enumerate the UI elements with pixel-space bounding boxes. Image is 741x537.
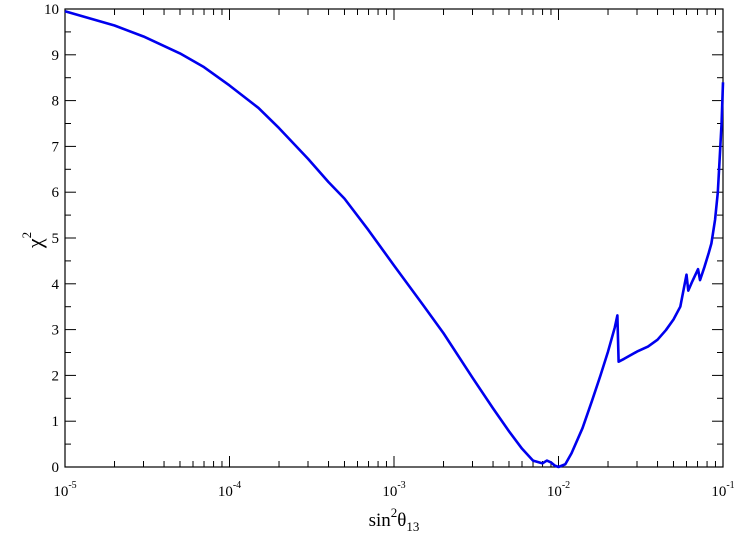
y-axis-title-sup: 2 [19,232,34,239]
y-tick-label: 0 [52,460,60,476]
plot-frame [64,8,724,468]
y-tick-label: 3 [52,323,60,339]
x-tick-label: 10-2 [547,480,570,500]
y-tick-label: 6 [52,185,60,201]
x-axis-title-sup: 2 [391,505,398,520]
series-layer [64,10,725,469]
y-tick-labels: 0 1 2 3 4 5 6 7 8 9 10 [44,2,60,476]
x-tick-label-base: 10 [53,484,68,500]
x-axis-title-main: sin [369,510,392,531]
x-tick-label-exponent: -3 [397,480,405,491]
x-axis-title-greek: θ [397,510,406,531]
x-tick-label: 10-1 [711,480,734,500]
x-axis-title: sin2θ13 [369,505,420,534]
x-tick-label: 10-3 [382,480,405,500]
x-tick-label: 10-4 [218,480,241,500]
chi-squared-series-line [64,10,725,469]
y-axis-title: χ2 [19,232,47,249]
y-tick-label: 7 [52,139,60,155]
x-tick-label: 10-5 [53,480,76,500]
y-tick-label: 9 [52,48,60,64]
x-tick-labels: 10-5 10-4 10-3 10-2 10-1 [53,480,734,500]
y-tick-label: 2 [52,368,60,384]
y-tick-label: 5 [52,231,60,247]
x-tick-label-base: 10 [218,484,233,500]
x-tick-label-exponent: -1 [726,480,734,491]
y-tick-label: 1 [52,414,60,430]
x-tick-label-base: 10 [547,484,562,500]
y-tick-label: 10 [44,2,59,18]
y-tick-label: 8 [52,94,60,110]
x-tick-label-exponent: -2 [562,480,570,491]
y-tick-label: 4 [52,277,60,293]
x-tick-label-base: 10 [711,484,726,500]
axis-ticks [64,8,724,468]
y-axis-title-main: χ [22,238,47,249]
x-tick-label-exponent: -5 [68,480,76,491]
x-axis-title-sub: 13 [406,519,419,534]
x-tick-label-exponent: -4 [233,480,241,491]
x-tick-label-base: 10 [382,484,397,500]
